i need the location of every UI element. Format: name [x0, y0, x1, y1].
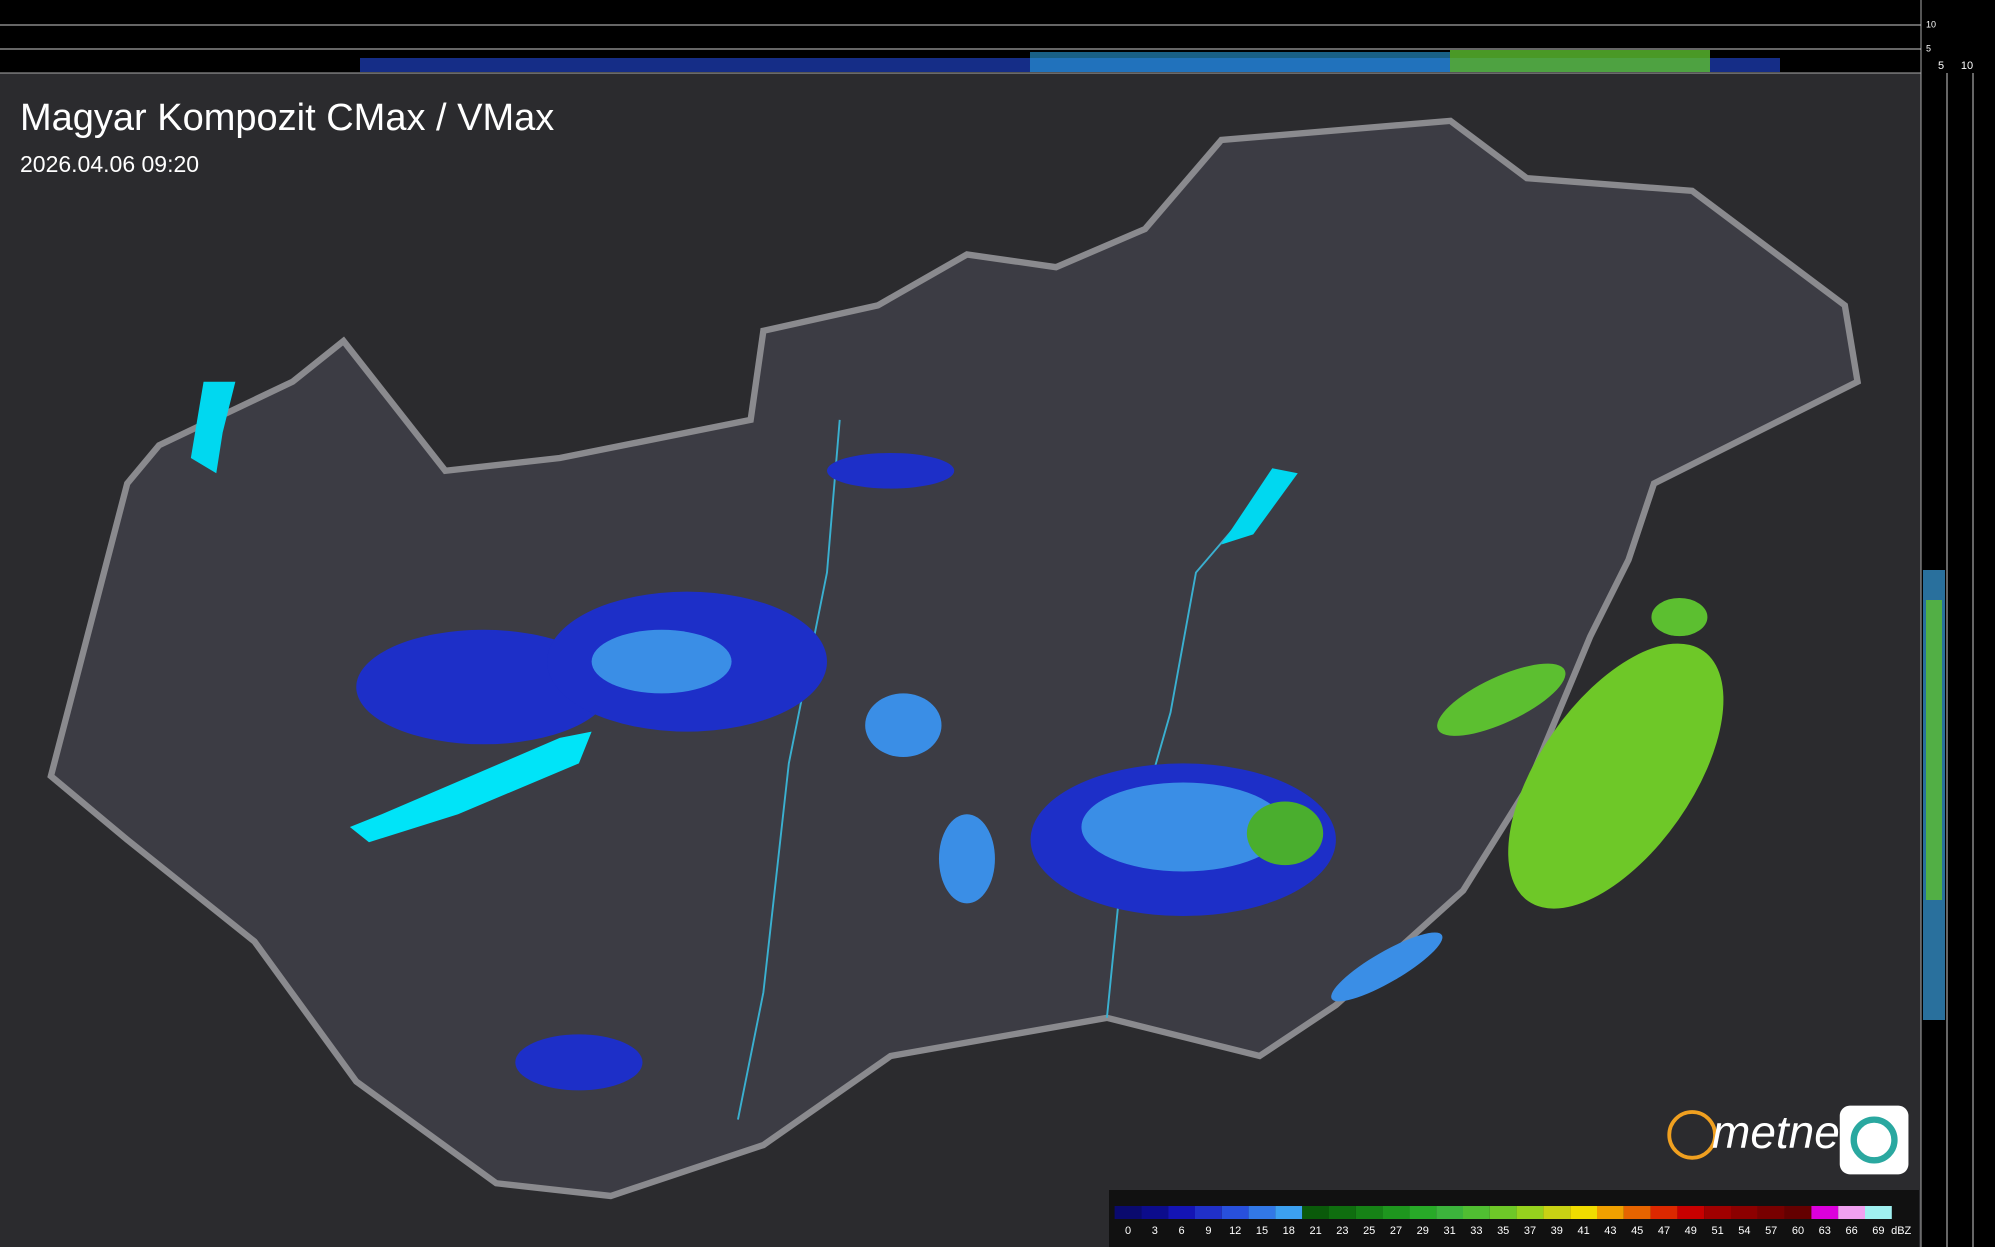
logo-text: metnet — [1712, 1106, 1855, 1158]
river — [1105, 482, 1274, 1018]
legend-tick-label: 0 — [1125, 1225, 1131, 1237]
legend-swatch — [1195, 1206, 1222, 1219]
axis-label: 10 — [1961, 60, 1973, 72]
legend-tick-label: 57 — [1765, 1225, 1777, 1237]
legend-tick-label: 21 — [1309, 1225, 1321, 1237]
legend-tick-label: 41 — [1577, 1225, 1589, 1237]
legend-tick-label: 33 — [1470, 1225, 1482, 1237]
legend-tick-label: 35 — [1497, 1225, 1509, 1237]
radar-echo — [1081, 782, 1286, 872]
legend-tick-label: 12 — [1229, 1225, 1241, 1237]
radar-echo — [515, 1034, 643, 1091]
legend-tick-label: 66 — [1845, 1225, 1857, 1237]
radar-echo — [826, 452, 955, 489]
legend-tick-label: 39 — [1551, 1225, 1563, 1237]
legend-swatch — [1623, 1206, 1651, 1219]
legend-swatch — [1355, 1206, 1383, 1219]
legend-tick-label: 15 — [1256, 1225, 1268, 1237]
legend: 0 3 6 9 12 15 18 21 23 25 27 29 31 33 35 37 39 41 43 45 47 49… — [1114, 1206, 1912, 1237]
legend-swatch — [1248, 1206, 1276, 1219]
axis-label: 10 — [1926, 19, 1936, 29]
top-profile-echo — [1450, 50, 1710, 72]
legend-tick-label: 47 — [1658, 1225, 1670, 1237]
legend-swatch — [1543, 1206, 1571, 1219]
lake — [349, 731, 592, 843]
legend-swatch — [1731, 1206, 1758, 1219]
radar-echo — [938, 814, 995, 904]
legend-swatch — [1570, 1206, 1597, 1219]
legend-swatch — [1275, 1206, 1303, 1219]
logo-sun — [1667, 1110, 1717, 1160]
timestamp: 2026.04.06 09:20 — [20, 151, 199, 177]
legend-swatch — [1436, 1206, 1463, 1219]
legend-swatch — [1516, 1206, 1544, 1219]
legend-tick-label: 51 — [1711, 1225, 1723, 1237]
radar-echo — [356, 629, 611, 745]
legend-swatch — [1597, 1206, 1624, 1219]
radar-echo — [1437, 663, 1566, 736]
side-profile-echo — [1926, 600, 1942, 900]
legend-swatch — [1114, 1206, 1142, 1219]
legend-swatch — [1329, 1206, 1356, 1219]
legend-swatch — [1382, 1206, 1410, 1219]
legend-tick-label: 31 — [1443, 1225, 1455, 1237]
legend-tick-label: 23 — [1336, 1225, 1348, 1237]
legend-swatch — [1302, 1206, 1329, 1219]
legend-swatch — [1409, 1206, 1437, 1219]
legend-tick-label: 29 — [1417, 1225, 1429, 1237]
legend-swatch — [1865, 1206, 1892, 1219]
legend-tick-label: 60 — [1792, 1225, 1804, 1237]
legend-swatch — [1489, 1206, 1517, 1219]
legend-tick-label: 18 — [1283, 1225, 1295, 1237]
legend-tick-label: 9 — [1205, 1225, 1211, 1237]
legend-swatch — [1141, 1206, 1169, 1219]
radar-echo — [1331, 932, 1443, 1002]
legend-tick-label: 45 — [1631, 1225, 1643, 1237]
legend-swatch — [1677, 1206, 1705, 1219]
legend-tick-label: 43 — [1604, 1225, 1616, 1237]
legend-unit: dBZ — [1891, 1225, 1911, 1237]
legend-tick-label: 49 — [1685, 1225, 1697, 1237]
legend-tick-label: 27 — [1390, 1225, 1402, 1237]
radar-echo — [1246, 801, 1324, 866]
radar-echo — [1651, 597, 1708, 637]
legend-tick-label: 6 — [1179, 1225, 1185, 1237]
legend-swatch — [1650, 1206, 1678, 1219]
country-outline — [47, 117, 1862, 1200]
lake — [190, 381, 236, 474]
legend-swatch — [1704, 1206, 1731, 1219]
legend-swatch — [1221, 1206, 1249, 1219]
legend-swatch — [1784, 1206, 1812, 1219]
legend-swatch — [1463, 1206, 1490, 1219]
radar-echo — [1508, 643, 1724, 909]
lake — [1221, 468, 1298, 545]
axis-label: 5 — [1938, 60, 1944, 72]
legend-swatch — [1838, 1206, 1865, 1219]
legend-swatch — [1811, 1206, 1839, 1219]
radar-echo — [865, 693, 942, 758]
legend-tick-label: 54 — [1738, 1225, 1750, 1237]
logo-swirl — [1850, 1116, 1898, 1164]
logo-badge — [1839, 1105, 1909, 1175]
title: Magyar Kompozit CMax / VMax — [20, 97, 554, 139]
legend-tick-label: 69 — [1872, 1225, 1884, 1237]
radar-echo — [591, 629, 732, 694]
river — [736, 419, 841, 1120]
legend-tick-label: 3 — [1152, 1225, 1158, 1237]
legend-tick-label: 25 — [1363, 1225, 1375, 1237]
legend-swatch — [1168, 1206, 1195, 1219]
legend-tick-label: 63 — [1819, 1225, 1831, 1237]
map-layer — [47, 117, 1909, 1200]
top-profile-echo — [1030, 52, 1450, 72]
legend-tick-label: 37 — [1524, 1225, 1536, 1237]
legend-swatch — [1757, 1206, 1785, 1219]
axis-label: 5 — [1926, 43, 1931, 53]
